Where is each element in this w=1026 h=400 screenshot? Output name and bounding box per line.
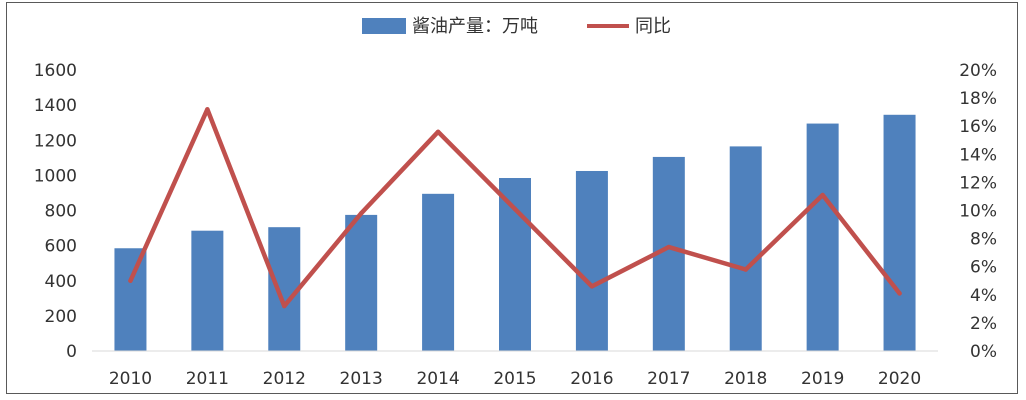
bar-2019 (806, 123, 839, 351)
y-right-tick-label: 14% (959, 145, 997, 165)
y-right-tick-label: 12% (959, 173, 997, 193)
y-right-tick-label: 16% (959, 117, 997, 137)
yoy-point-2018 (743, 267, 748, 272)
y-right-tick-label: 4% (970, 286, 997, 306)
chart-frame: 酱油产量：万吨 同比 0 200 400 600 800 1000 1200 1400 1600… (6, 2, 1018, 394)
yoy-point-2019 (820, 192, 825, 198)
y-left-tick-label: 0 (66, 342, 77, 362)
legend: 酱油产量：万吨 同比 (362, 16, 671, 37)
legend-label-line: 同比 (635, 16, 671, 37)
y-right-tick-label: 18% (959, 89, 997, 109)
legend-swatch-bar (362, 18, 406, 34)
bar-2013 (345, 214, 378, 351)
combo-chart: 酱油产量：万吨 同比 0 200 400 600 800 1000 1200 1400 1600… (34, 16, 997, 389)
bar-2018 (729, 146, 762, 351)
y-left-tick-label: 200 (45, 307, 77, 327)
y-left-tick-label: 800 (45, 202, 77, 222)
bar-2012 (268, 227, 301, 351)
line-series (128, 107, 902, 309)
bar-2010 (114, 248, 147, 351)
x-tick-label: 2016 (570, 369, 613, 389)
bar-series (114, 114, 916, 351)
yoy-point-2020 (897, 291, 902, 296)
yoy-point-2013 (358, 211, 364, 216)
y-right-tick-label: 0% (970, 342, 997, 362)
y-axis-left: 0 200 400 600 800 1000 1200 1400 1600 (34, 61, 77, 362)
y-left-tick-label: 1200 (34, 131, 77, 151)
y-left-tick-label: 1600 (34, 61, 77, 81)
yoy-point-2017 (666, 244, 672, 250)
yoy-point-2016 (589, 284, 595, 289)
yoy-point-2015 (512, 206, 518, 212)
bar-2014 (422, 193, 455, 351)
y-left-tick-label: 1400 (34, 96, 77, 116)
x-tick-label: 2020 (878, 369, 921, 389)
x-tick-label: 2019 (801, 369, 844, 389)
yoy-point-2014 (435, 129, 441, 135)
yoy-point-2012 (282, 303, 287, 309)
y-left-tick-label: 600 (45, 237, 77, 257)
y-axis-right: 0% 2% 4% 6% 8% 10% 12% 14% 16% 18% 20% (959, 61, 997, 362)
bar-2015 (499, 178, 531, 351)
y-left-tick-label: 1000 (34, 166, 77, 186)
y-right-tick-label: 10% (959, 202, 997, 222)
x-tick-label: 2012 (263, 369, 306, 389)
yoy-point-2010 (128, 278, 133, 283)
x-tick-label: 2018 (724, 369, 767, 389)
y-right-tick-label: 20% (959, 61, 997, 81)
x-tick-label: 2017 (647, 369, 690, 389)
bar-2011 (191, 230, 224, 351)
y-right-tick-label: 2% (970, 314, 997, 334)
x-axis: 2010 2011 2012 2013 2014 2015 2016 2017 2018 2019… (109, 369, 921, 389)
x-tick-label: 2010 (109, 369, 152, 389)
x-tick-label: 2014 (416, 369, 459, 389)
x-tick-label: 2013 (340, 369, 383, 389)
bar-2020 (883, 114, 916, 351)
yoy-point-2011 (205, 107, 210, 112)
x-tick-label: 2015 (493, 369, 536, 389)
legend-label-bar: 酱油产量：万吨 (412, 16, 538, 37)
y-right-tick-label: 8% (970, 230, 997, 250)
bar-2016 (575, 170, 608, 351)
x-tick-label: 2011 (186, 369, 229, 389)
y-left-tick-label: 400 (45, 272, 77, 292)
y-right-tick-label: 6% (970, 258, 997, 278)
